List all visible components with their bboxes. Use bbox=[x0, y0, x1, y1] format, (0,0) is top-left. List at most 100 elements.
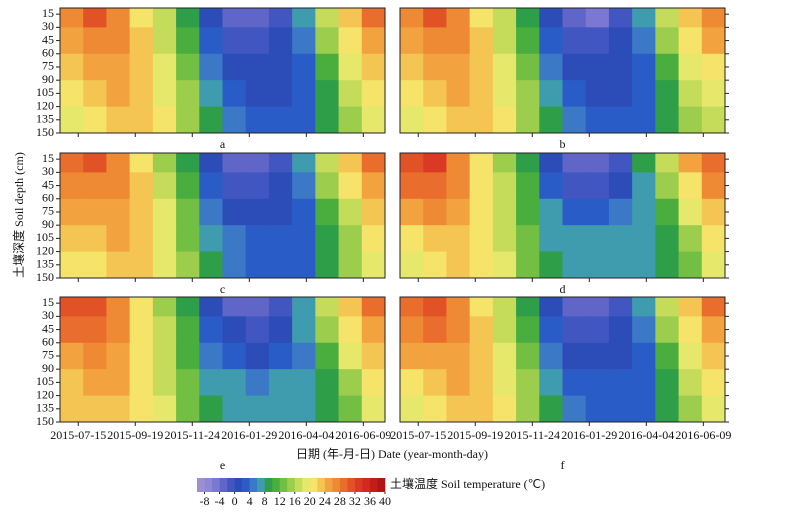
heat-cell bbox=[338, 198, 363, 226]
heat-cell bbox=[608, 27, 633, 55]
heat-cell bbox=[539, 53, 563, 81]
heat-cell bbox=[655, 297, 680, 317]
heat-cell bbox=[423, 80, 447, 108]
heat-cell bbox=[655, 53, 680, 81]
heat-cell bbox=[222, 342, 247, 370]
heat-cell bbox=[361, 395, 386, 423]
heat-cell bbox=[446, 8, 471, 28]
y-tick-label: 30 bbox=[42, 19, 54, 33]
colorbar-swatch bbox=[332, 478, 341, 492]
panel-label: b bbox=[560, 137, 566, 151]
heat-cell bbox=[292, 8, 316, 28]
heat-cell bbox=[701, 395, 726, 423]
heat-cell bbox=[492, 395, 517, 423]
heat-cell bbox=[562, 369, 587, 397]
heat-cell bbox=[292, 251, 316, 279]
heat-cell bbox=[562, 53, 587, 81]
heat-cell bbox=[446, 198, 471, 226]
heat-cell bbox=[83, 395, 107, 423]
heat-cell bbox=[60, 225, 84, 253]
heat-cell bbox=[423, 53, 447, 81]
heat-cell bbox=[83, 80, 107, 108]
heat-cell bbox=[632, 172, 656, 200]
heat-cell bbox=[129, 251, 154, 279]
heat-cell bbox=[222, 198, 247, 226]
x-tick-label: 2015-11-24 bbox=[505, 428, 561, 442]
panel-frame bbox=[399, 152, 726, 279]
heat-cell bbox=[152, 153, 177, 173]
heat-cell bbox=[222, 297, 247, 317]
heat-cell bbox=[199, 316, 223, 344]
y-axis-label: 土壤深度 Soil depth (cm) bbox=[11, 152, 26, 278]
x-tick-label: 2016-06-09 bbox=[335, 428, 391, 442]
heat-cell bbox=[492, 8, 517, 28]
heat-cell bbox=[585, 251, 610, 279]
y-tick-label: 150 bbox=[36, 414, 54, 428]
colorbar-tick-label: 0 bbox=[232, 494, 238, 508]
heat-cell bbox=[400, 342, 424, 370]
heat-cell bbox=[701, 153, 726, 173]
heat-cell bbox=[585, 225, 610, 253]
heat-cell bbox=[106, 8, 131, 28]
heat-cell bbox=[129, 80, 154, 108]
heat-cell bbox=[539, 316, 563, 344]
heat-cell bbox=[222, 106, 247, 134]
heat-cell bbox=[632, 198, 656, 226]
heat-cell bbox=[492, 153, 517, 173]
heat-cell bbox=[338, 172, 363, 200]
y-tick-label: 75 bbox=[42, 204, 54, 218]
heat-cell bbox=[83, 316, 107, 344]
heat-cell bbox=[539, 8, 563, 28]
heat-cell bbox=[516, 198, 540, 226]
colorbar-swatch bbox=[264, 478, 273, 492]
heat-cell bbox=[245, 316, 270, 344]
heat-cell bbox=[60, 153, 84, 173]
heat-cell bbox=[176, 53, 200, 81]
colorbar-swatch bbox=[287, 478, 296, 492]
heat-cell bbox=[632, 106, 656, 134]
y-tick-label: 120 bbox=[36, 387, 54, 401]
heat-cell bbox=[632, 342, 656, 370]
heat-cell bbox=[400, 27, 424, 55]
x-tick-label: 2016-04-04 bbox=[278, 428, 334, 442]
heat-cell bbox=[106, 369, 131, 397]
heat-cell bbox=[516, 297, 540, 317]
heat-cell bbox=[176, 297, 200, 317]
heat-cell bbox=[469, 106, 494, 134]
heat-cell bbox=[199, 80, 223, 108]
heat-cell bbox=[338, 106, 363, 134]
colorbar-swatch bbox=[354, 478, 363, 492]
heat-cell bbox=[423, 369, 447, 397]
heat-cell bbox=[516, 106, 540, 134]
heat-cell bbox=[655, 251, 680, 279]
heat-cell bbox=[701, 342, 726, 370]
heat-cell bbox=[585, 198, 610, 226]
heat-cell bbox=[106, 297, 131, 317]
y-tick-label: 30 bbox=[42, 164, 54, 178]
heat-cell bbox=[315, 251, 340, 279]
heat-cell bbox=[469, 225, 494, 253]
heat-cell bbox=[60, 80, 84, 108]
heat-cell bbox=[562, 297, 587, 317]
heat-cell bbox=[83, 106, 107, 134]
heat-cell bbox=[129, 369, 154, 397]
heat-cell bbox=[315, 225, 340, 253]
y-tick-label: 150 bbox=[36, 125, 54, 139]
heat-cell bbox=[106, 172, 131, 200]
heat-cell bbox=[678, 80, 703, 108]
heat-cell bbox=[446, 172, 471, 200]
colorbar-tick-label: 24 bbox=[319, 494, 331, 508]
heat-cell bbox=[315, 369, 340, 397]
heat-cell bbox=[292, 395, 316, 423]
heat-cell bbox=[423, 172, 447, 200]
heat-cell bbox=[469, 251, 494, 279]
heat-cell bbox=[60, 106, 84, 134]
heat-cell bbox=[446, 225, 471, 253]
x-tick-label: 2016-06-09 bbox=[675, 428, 731, 442]
heat-cell bbox=[315, 198, 340, 226]
heat-cell bbox=[60, 53, 84, 81]
heat-cell bbox=[585, 369, 610, 397]
heat-cell bbox=[268, 80, 293, 108]
colorbar-swatch bbox=[212, 478, 220, 492]
